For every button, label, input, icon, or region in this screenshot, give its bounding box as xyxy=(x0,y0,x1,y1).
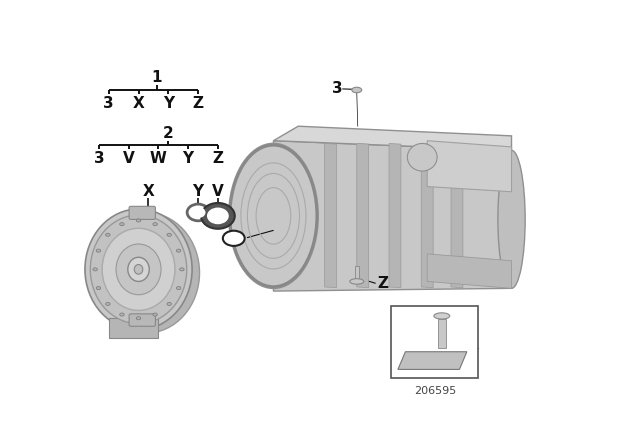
Ellipse shape xyxy=(128,257,149,281)
Text: X: X xyxy=(143,184,154,199)
Polygon shape xyxy=(398,352,467,370)
Ellipse shape xyxy=(106,233,110,237)
Ellipse shape xyxy=(177,249,181,252)
Text: Y: Y xyxy=(163,96,174,111)
Text: X: X xyxy=(132,96,145,111)
Ellipse shape xyxy=(229,143,318,289)
Ellipse shape xyxy=(407,143,437,171)
Circle shape xyxy=(223,231,244,246)
Ellipse shape xyxy=(96,287,100,289)
Text: 2: 2 xyxy=(163,125,173,141)
Polygon shape xyxy=(389,143,401,288)
Ellipse shape xyxy=(352,87,362,93)
Text: Z: Z xyxy=(377,276,388,291)
Ellipse shape xyxy=(177,287,181,289)
Ellipse shape xyxy=(120,313,124,316)
Text: V: V xyxy=(212,184,224,199)
Ellipse shape xyxy=(207,207,229,224)
Ellipse shape xyxy=(106,302,110,306)
Ellipse shape xyxy=(167,302,172,306)
Polygon shape xyxy=(428,254,511,289)
Ellipse shape xyxy=(93,268,97,271)
Text: 3: 3 xyxy=(104,96,114,111)
Ellipse shape xyxy=(201,203,235,229)
Text: V: V xyxy=(123,151,134,167)
Text: Z: Z xyxy=(193,96,204,111)
FancyBboxPatch shape xyxy=(129,314,156,326)
Polygon shape xyxy=(273,126,511,151)
Ellipse shape xyxy=(85,209,192,330)
Ellipse shape xyxy=(180,268,184,271)
Bar xyxy=(355,266,359,280)
Text: 1: 1 xyxy=(152,70,162,86)
FancyBboxPatch shape xyxy=(129,207,156,220)
Bar xyxy=(438,319,446,348)
Ellipse shape xyxy=(90,215,187,324)
Ellipse shape xyxy=(136,219,141,222)
Polygon shape xyxy=(109,318,158,338)
Text: 3: 3 xyxy=(332,82,342,96)
Ellipse shape xyxy=(434,313,450,319)
Polygon shape xyxy=(273,141,511,291)
Polygon shape xyxy=(451,143,463,288)
Text: 3: 3 xyxy=(93,151,104,167)
Ellipse shape xyxy=(498,151,525,289)
Ellipse shape xyxy=(120,223,124,226)
Bar xyxy=(392,306,478,378)
Polygon shape xyxy=(356,143,369,288)
Text: W: W xyxy=(227,232,240,245)
Ellipse shape xyxy=(191,207,205,218)
Ellipse shape xyxy=(102,228,175,310)
Polygon shape xyxy=(421,143,433,288)
Polygon shape xyxy=(428,141,511,192)
Text: 206595: 206595 xyxy=(414,386,456,396)
Text: Z: Z xyxy=(212,151,223,167)
Ellipse shape xyxy=(116,244,161,295)
Ellipse shape xyxy=(96,249,100,252)
Ellipse shape xyxy=(153,313,157,316)
Text: W: W xyxy=(150,151,167,167)
Ellipse shape xyxy=(136,317,141,320)
Ellipse shape xyxy=(92,212,200,333)
Text: W: W xyxy=(397,314,413,328)
Ellipse shape xyxy=(350,279,364,284)
Ellipse shape xyxy=(167,233,172,237)
Text: Y: Y xyxy=(182,151,194,167)
Ellipse shape xyxy=(134,264,143,274)
Ellipse shape xyxy=(153,223,157,226)
Text: Y: Y xyxy=(193,184,204,199)
Polygon shape xyxy=(324,143,337,288)
